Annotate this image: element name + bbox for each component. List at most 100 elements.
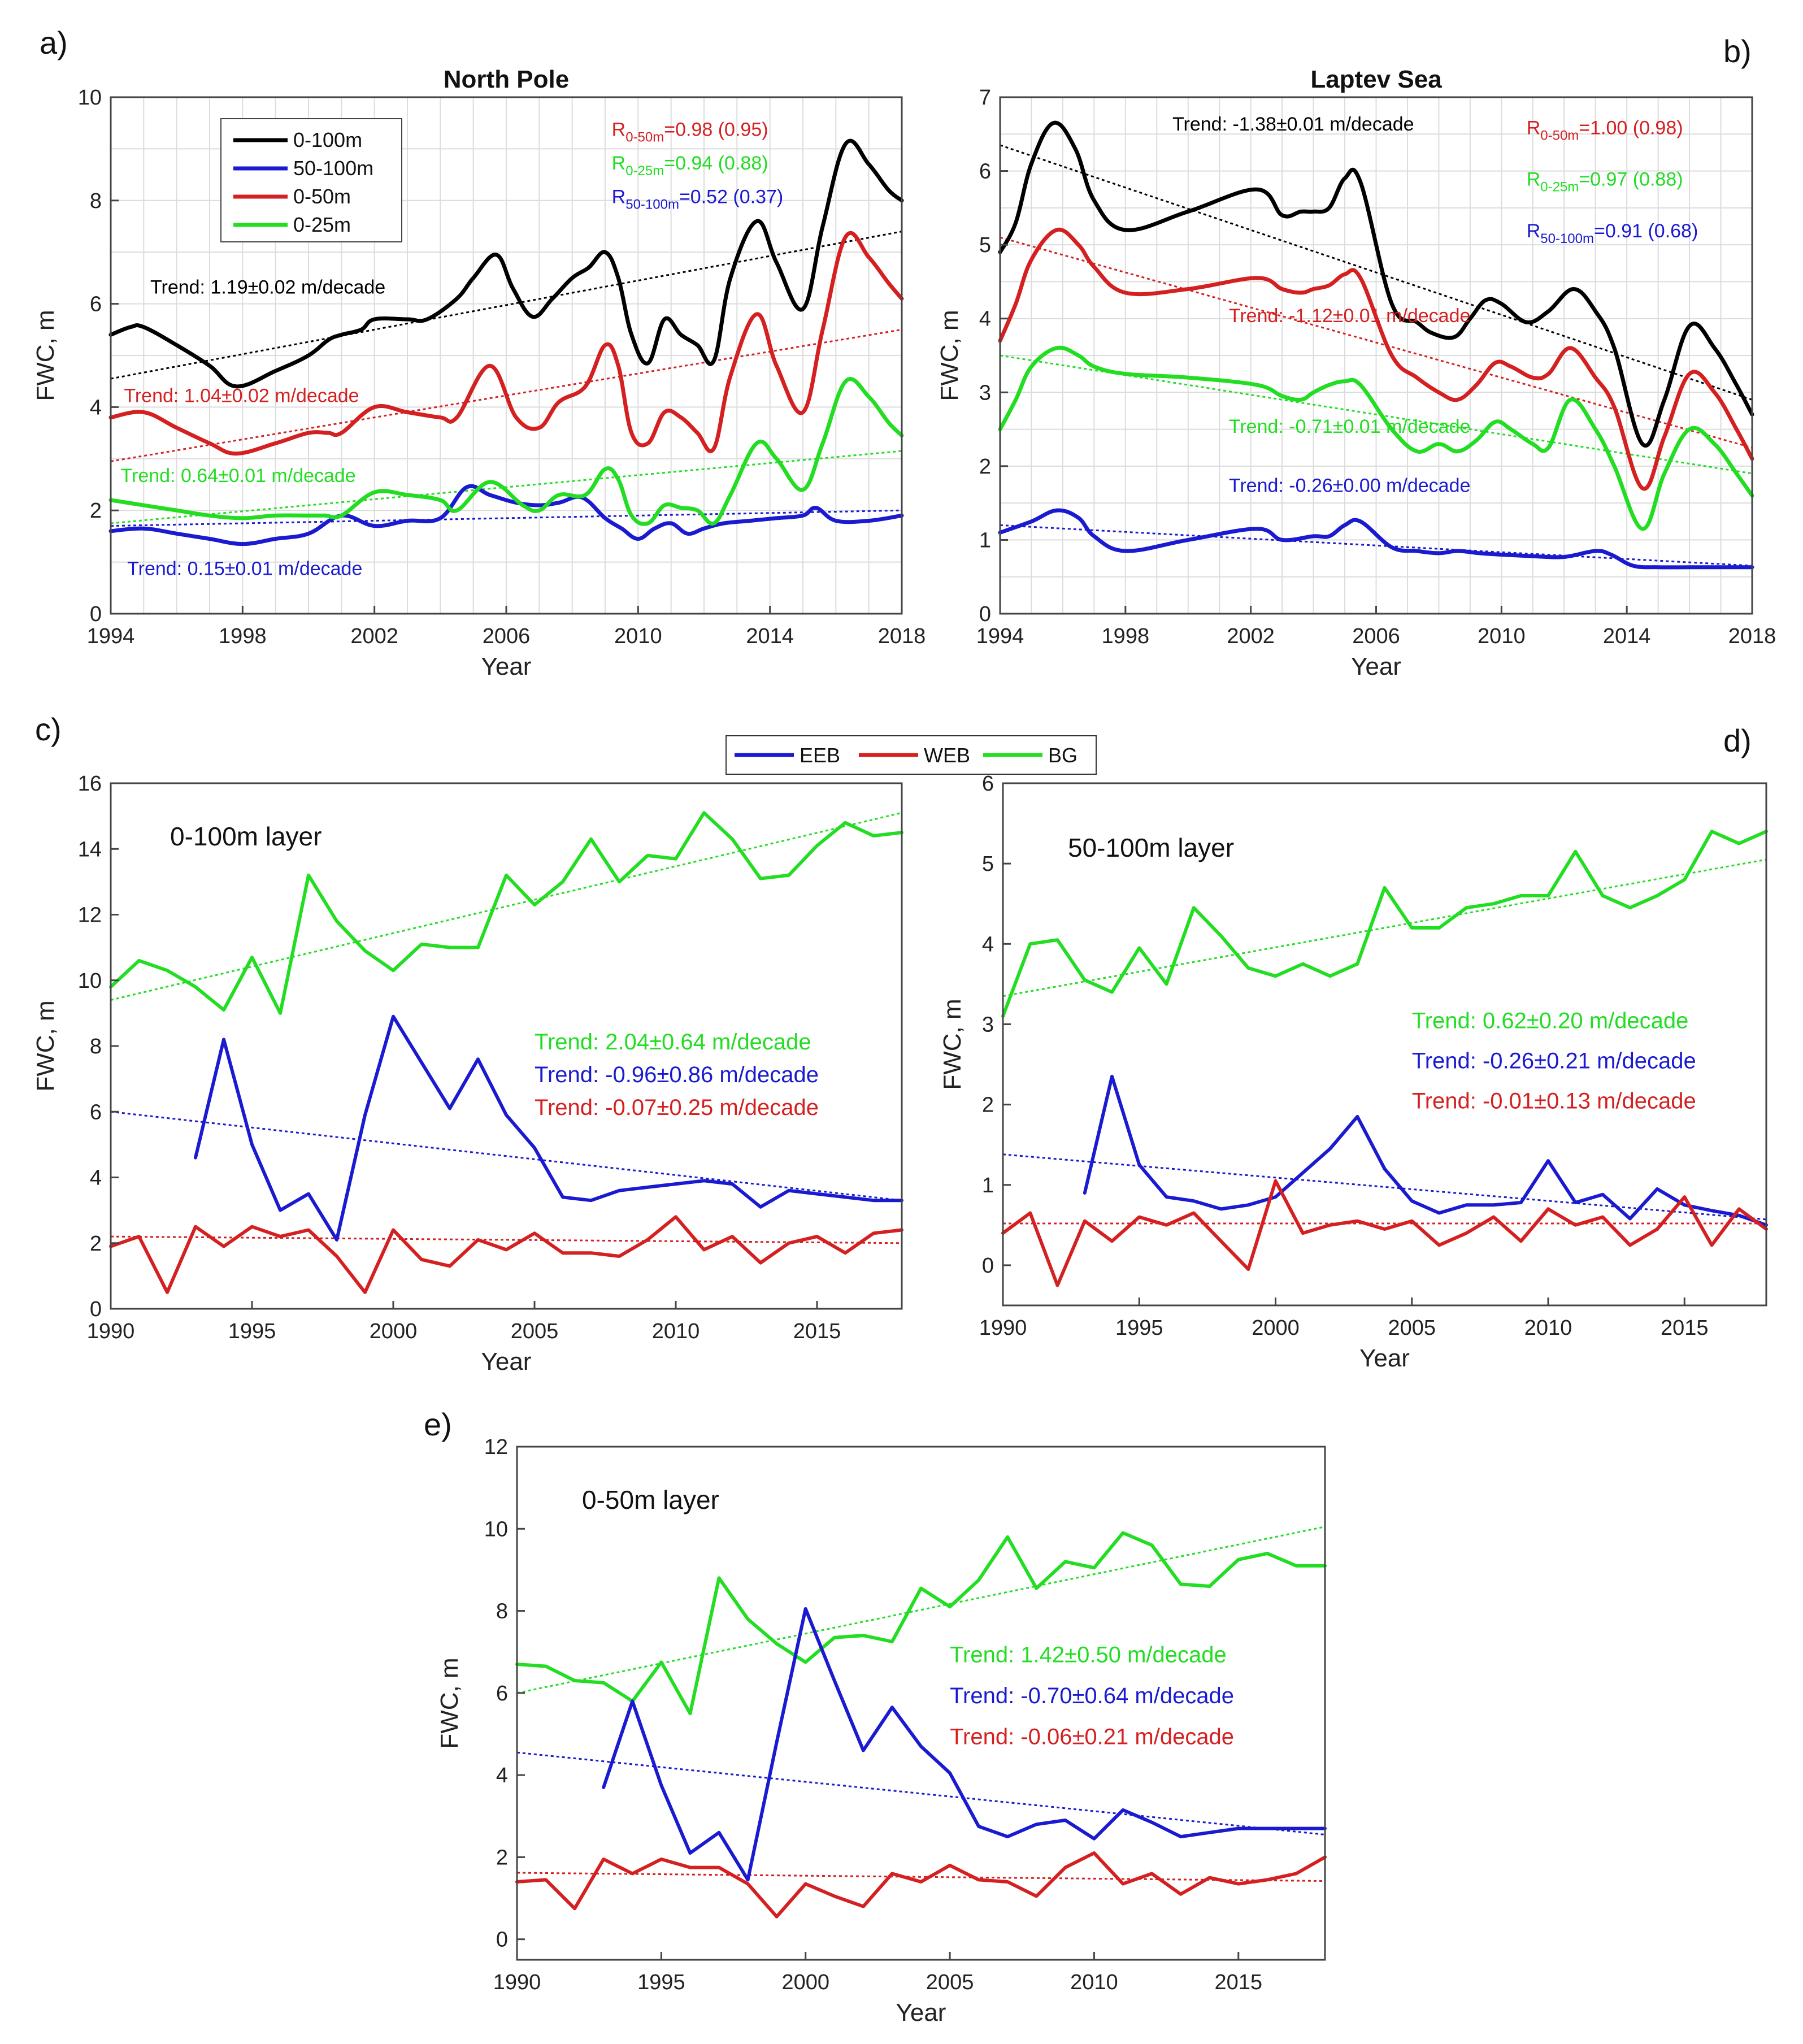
panel-label-e: e) <box>424 1407 452 1442</box>
x-tick-label: 2000 <box>781 1971 829 1994</box>
x-tick-label: 1995 <box>228 1320 276 1343</box>
y-tick-label: 8 <box>496 1600 508 1624</box>
x-tick-label: 1994 <box>976 624 1024 648</box>
x-tick-label: 2005 <box>1388 1316 1436 1340</box>
y-axis-label: FWC, m <box>936 310 963 401</box>
trend-line <box>110 231 902 380</box>
y-tick-label: 0 <box>979 602 991 626</box>
x-tick-label: 1998 <box>1102 624 1150 648</box>
series-line-web <box>515 1851 1327 1919</box>
shared-legend: EEB WEB BG <box>725 735 1097 775</box>
series-line-50-100m <box>998 508 1754 570</box>
y-tick-label: 16 <box>78 772 102 796</box>
y-tick-label: 0 <box>90 602 102 626</box>
y-tick-label: 3 <box>982 1013 994 1036</box>
trend-annotation: Trend: -1.38±0.01 m/decade <box>1172 114 1414 135</box>
x-tick-label: 2006 <box>1352 624 1400 648</box>
x-tick-label: 1990 <box>87 1320 135 1343</box>
x-tick-label: 1995 <box>637 1971 685 1994</box>
trend-line <box>110 509 902 527</box>
trend-annotation: Trend: 0.64±0.01 m/decade <box>121 465 356 487</box>
y-tick-label: 4 <box>979 307 991 331</box>
y-tick-label: 2 <box>496 1846 508 1869</box>
y-tick-label: 5 <box>979 233 991 257</box>
trend-annotation: Trend: 2.04±0.64 m/decade <box>535 1030 811 1054</box>
y-tick-label: 0 <box>90 1297 102 1321</box>
y-tick-label: 2 <box>979 455 991 479</box>
x-tick-label: 2014 <box>1603 624 1651 648</box>
legend-label-eeb: EEB <box>800 744 840 767</box>
series-line-eeb <box>602 1607 1327 1882</box>
x-tick-label: 2002 <box>350 624 398 648</box>
series-line-eeb <box>1083 1074 1768 1227</box>
correlation-label: R50-100m=0.91 (0.68) <box>1527 220 1698 246</box>
x-tick-label: 1995 <box>1115 1316 1163 1340</box>
x-tick-label: 2002 <box>1227 624 1275 648</box>
x-tick-label: 2006 <box>483 624 531 648</box>
trend-line <box>516 1526 1326 1694</box>
y-tick-label: 1 <box>982 1174 994 1197</box>
y-tick-label: 4 <box>90 396 102 419</box>
chart-north-pole: 1994 1998 2002 2006 2010 2014 2018 0 2 4 6 8 10 Year F… <box>32 66 926 680</box>
series-line-0-50m <box>998 227 1754 491</box>
correlation-label: R50-100m=0.52 (0.37) <box>612 186 784 212</box>
y-tick-label: 0 <box>496 1928 508 1952</box>
y-tick-label: 1 <box>979 528 991 552</box>
y-tick-label: 6 <box>496 1682 508 1705</box>
series-line-web <box>109 1215 903 1294</box>
legend-label-web: WEB <box>924 744 970 767</box>
series-line-0-25m <box>998 345 1754 531</box>
series-line-bg <box>515 1531 1327 1716</box>
trend-annotation: Trend: -0.96±0.86 m/decade <box>535 1062 819 1087</box>
trend-annotation: Trend: -0.26±0.00 m/decade <box>1229 475 1471 497</box>
series-line-bg <box>1001 830 1768 1018</box>
x-tick-label: 2010 <box>1478 624 1526 648</box>
y-axis-label: FWC, m <box>32 1000 59 1091</box>
series-line-0-100m <box>108 138 904 389</box>
x-tick-label: 2010 <box>1524 1316 1572 1340</box>
y-tick-label: 6 <box>979 160 991 184</box>
chart-title: Laptev Sea <box>1310 66 1442 93</box>
panel-label-d: d) <box>1723 723 1752 758</box>
y-tick-label: 2 <box>90 1232 102 1256</box>
y-tick-label: 6 <box>90 293 102 316</box>
correlation-label: R0-25m=0.94 (0.88) <box>612 153 768 179</box>
legend-label-50-100m: 50-100m <box>293 157 373 180</box>
x-tick-label: 2015 <box>1215 1971 1263 1994</box>
series-line-0-25m <box>108 377 904 526</box>
series-line-bg <box>109 811 903 1015</box>
x-tick-label: 2005 <box>926 1971 974 1994</box>
y-tick-label: 10 <box>78 86 102 110</box>
x-tick-label: 2005 <box>511 1320 559 1343</box>
x-tick-label: 1990 <box>493 1971 541 1994</box>
chart-0-100m-layer: 1990 1995 2000 2005 2010 2015 0 2 4 6 8 10 12 14 16 Yea… <box>32 772 903 1375</box>
trend-annotation: Trend: 1.19±0.02 m/decade <box>150 276 385 298</box>
plot-frame <box>1002 782 1767 1307</box>
y-tick-label: 12 <box>484 1435 508 1459</box>
y-tick-label: 14 <box>78 837 102 861</box>
trend-annotation: Trend: 0.62±0.20 m/decade <box>1412 1009 1689 1034</box>
x-axis-label: Year <box>481 1348 532 1375</box>
x-tick-label: 2018 <box>1728 624 1776 648</box>
legend-label-0-100m: 0-100m <box>293 128 362 151</box>
y-tick-label: 12 <box>78 904 102 927</box>
y-tick-label: 2 <box>90 499 102 523</box>
trend-line <box>516 1872 1326 1882</box>
x-axis-label: Year <box>1359 1344 1410 1372</box>
x-tick-label: 2014 <box>746 624 794 648</box>
y-axis-label: FWC, m <box>939 999 966 1090</box>
x-tick-label: 2015 <box>1661 1316 1709 1340</box>
chart-title: North Pole <box>444 66 569 93</box>
trend-line <box>110 1235 902 1244</box>
y-tick-label: 5 <box>982 852 994 876</box>
trend-line <box>1000 144 1753 401</box>
y-tick-label: 6 <box>982 772 994 796</box>
x-tick-label: 2000 <box>1252 1316 1300 1340</box>
y-tick-label: 8 <box>90 1035 102 1058</box>
panel-label-c: c) <box>35 711 62 747</box>
trend-line <box>110 450 902 524</box>
trend-annotation: Trend: -0.26±0.21 m/decade <box>1412 1049 1696 1074</box>
trend-line <box>110 1110 902 1201</box>
series-line-eeb <box>194 1014 903 1242</box>
